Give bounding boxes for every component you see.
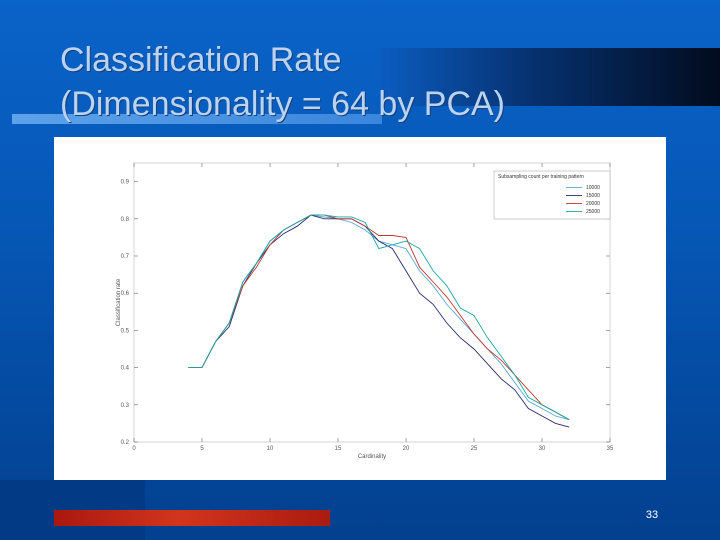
footer-accent-bar (54, 510, 330, 526)
slide-title: Classification Rate (Dimensionality = 64… (60, 38, 680, 126)
slide-title-line-1: Classification Rate (60, 41, 342, 79)
legend-label: 10000 (586, 185, 600, 191)
legend-label: 25000 (586, 209, 600, 215)
x-tick-label: 5 (200, 446, 204, 452)
page-number: 33 (645, 509, 659, 521)
series-line-10000 (188, 214, 570, 421)
y-tick-label: 0.7 (121, 254, 130, 260)
title-underline (12, 114, 382, 124)
series-line-25000 (188, 214, 570, 421)
plot-frame (133, 162, 611, 443)
legend-label: 15000 (586, 193, 600, 199)
x-tick-label: 15 (335, 446, 342, 452)
chart-legend: Subsampling count per training pattern10… (493, 170, 611, 220)
x-tick-label: 35 (607, 446, 614, 452)
chart-axes: 0 5 10 15 20 25 30 35 0.2 0.3 0.4 0.5 0.6 0.7 0.8 0.9 Ca… (116, 162, 614, 460)
chart-series (188, 214, 570, 428)
x-tick-label: 20 (403, 446, 410, 452)
slide-title-line-2: (Dimensionality = 64 by PCA) (60, 85, 506, 123)
x-axis-label: Cardinality (358, 454, 386, 460)
legend-label: 20000 (586, 201, 600, 207)
y-tick-label: 0.4 (121, 366, 130, 372)
y-tick-label: 0.9 (121, 180, 130, 186)
chart-panel: 0 5 10 15 20 25 30 35 0.2 0.3 0.4 0.5 0.6 0.7 0.8 0.9 Ca… (54, 137, 666, 480)
x-tick-label: 10 (267, 446, 274, 452)
title-accent-bar (380, 48, 720, 106)
y-tick-label: 0.8 (121, 217, 130, 223)
x-tick-label: 0 (132, 446, 136, 452)
x-tick-label: 25 (471, 446, 478, 452)
x-tick-label: 30 (539, 446, 546, 452)
y-tick-label: 0.3 (121, 403, 130, 409)
series-line-15000 (188, 214, 570, 428)
y-tick-label: 0.2 (121, 440, 130, 446)
y-axis-label: Classification rate (116, 278, 122, 326)
legend-title: Subsampling count per training pattern (498, 174, 584, 180)
line-chart: 0 5 10 15 20 25 30 35 0.2 0.3 0.4 0.5 0.6 0.7 0.8 0.9 Ca… (116, 162, 614, 460)
legend-box (493, 170, 611, 220)
series-line-20000 (188, 214, 570, 421)
y-tick-label: 0.5 (121, 328, 130, 334)
y-tick-label: 0.6 (121, 291, 130, 297)
